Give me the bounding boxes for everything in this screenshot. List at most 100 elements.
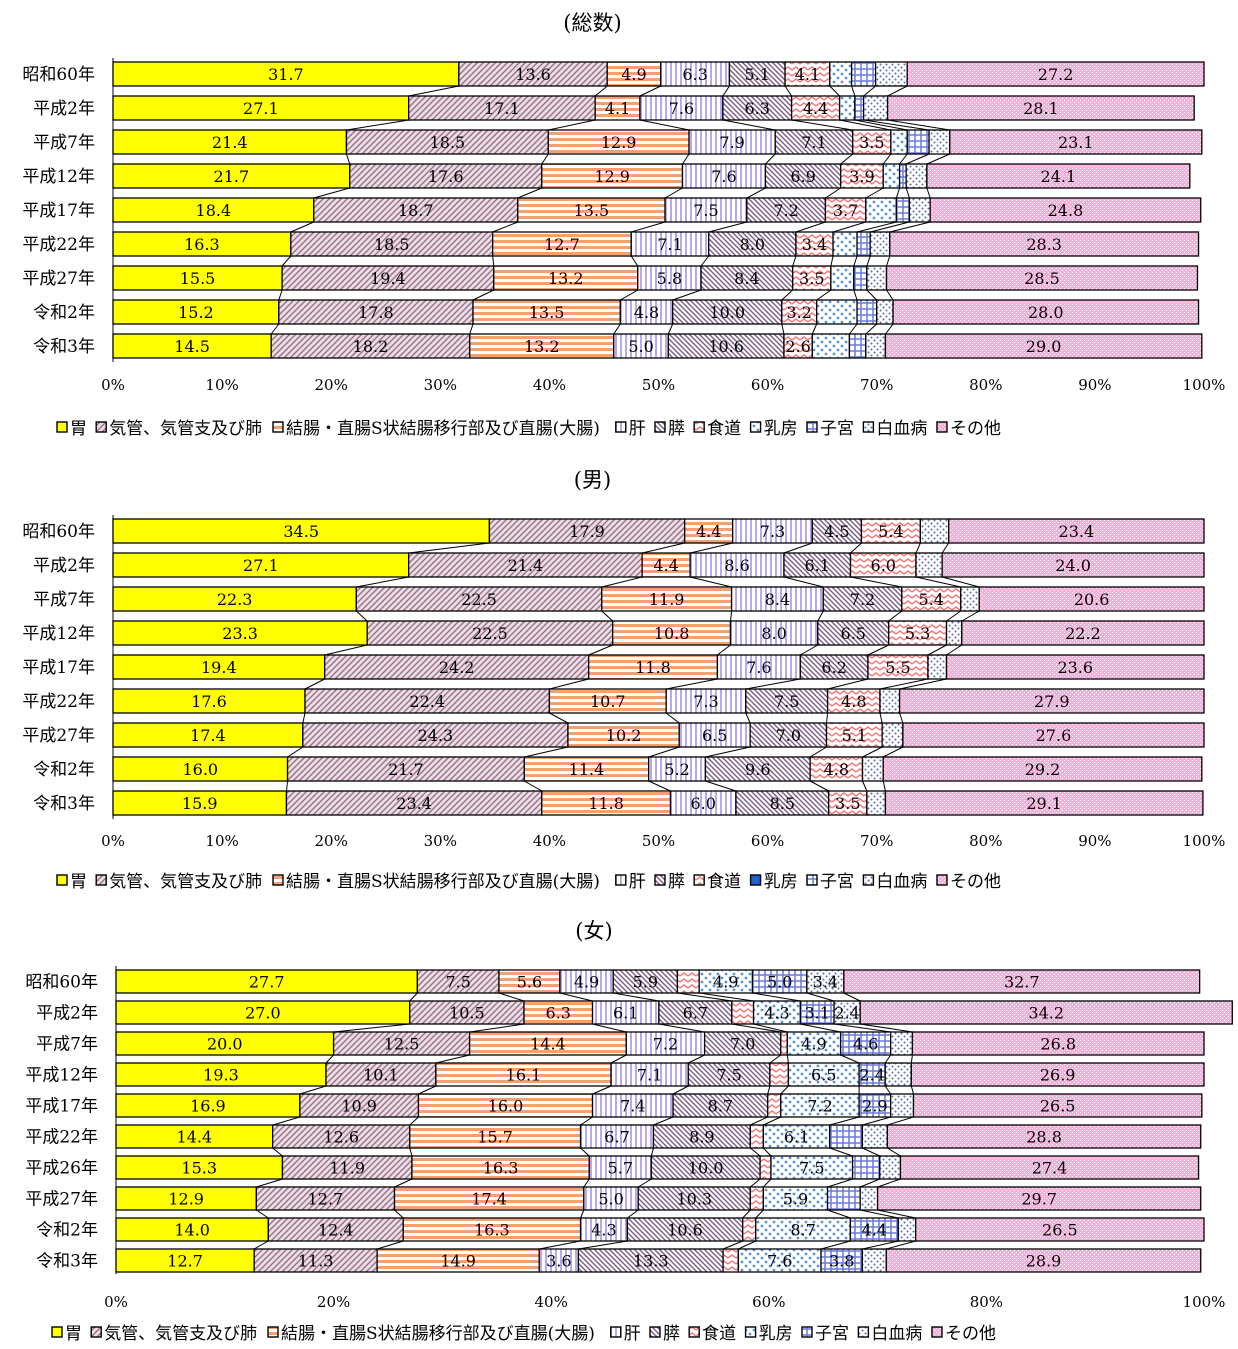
connector-line [742, 1209, 751, 1219]
connector-line [862, 780, 868, 792]
connector-line [780, 1085, 789, 1095]
bar-segment-colon [492, 231, 632, 257]
connector-line [610, 1054, 627, 1064]
connector-line [722, 85, 730, 97]
connector-line [637, 1178, 652, 1188]
bar-segment-pancreas [700, 265, 794, 291]
data-label: 24.3 [418, 726, 454, 745]
data-label: 29.7 [1021, 1190, 1057, 1209]
bar-segment-liver [639, 95, 724, 121]
connector-line [840, 1054, 860, 1064]
data-label: 18.2 [353, 337, 389, 356]
data-label: 29.1 [1026, 794, 1062, 813]
bar-segment-leukemia [866, 790, 887, 816]
bar-segment-other [898, 688, 1205, 714]
data-label: 27.0 [245, 1004, 281, 1023]
connector-line [886, 255, 891, 267]
x-tick-label: 20% [315, 832, 348, 850]
data-label: 9.6 [745, 760, 770, 779]
category-label: 平成17年 [22, 658, 95, 678]
bar-segment-uterus [895, 197, 911, 223]
data-label: 23.4 [1059, 522, 1095, 541]
data-label: 4.6 [853, 1035, 878, 1054]
connector-line [394, 1178, 413, 1188]
data-label: 4.9 [713, 973, 738, 992]
connector-line [843, 992, 861, 1002]
legend-label-colon: 結腸・直腸S状結腸移行部及び直腸(大腸) [286, 419, 600, 439]
data-label: 4.3 [764, 1004, 789, 1023]
data-label: 14.5 [174, 337, 210, 356]
connector-line [851, 85, 856, 97]
x-tick-label: 40% [535, 1293, 568, 1311]
connector-line [648, 746, 680, 758]
data-label: 5.0 [628, 337, 653, 356]
legend-swatch-pancreas [654, 421, 666, 433]
bar-segment-colon [606, 61, 662, 87]
connector-line [705, 780, 737, 792]
connector-line [825, 187, 841, 199]
bar-segment-stomach [112, 620, 368, 646]
connector-line [853, 255, 858, 267]
data-label: 28.5 [1024, 269, 1060, 288]
connector-line [865, 323, 878, 335]
legend-label-leukemia: 白血病 [876, 419, 927, 439]
bar-segment-colon [472, 299, 621, 325]
connector-line [346, 119, 409, 131]
connector-line [256, 1209, 269, 1219]
data-label: 27.4 [1032, 1159, 1068, 1178]
connector-line [580, 1209, 585, 1219]
connector-line [549, 678, 589, 690]
data-label: 5.1 [842, 726, 867, 745]
data-label: 28.0 [1028, 303, 1064, 322]
data-label: 5.2 [664, 760, 689, 779]
data-label: 17.4 [471, 1190, 507, 1209]
connector-line [800, 1023, 841, 1033]
bar-segment-pancreas [774, 129, 854, 155]
data-label: 3.4 [813, 973, 838, 992]
connector-line [699, 992, 754, 1002]
data-label: 16.0 [488, 1097, 524, 1116]
connector-line [910, 1054, 913, 1064]
data-label: 6.0 [871, 556, 896, 575]
data-label: 4.9 [574, 973, 599, 992]
connector-line [667, 323, 674, 335]
category-label: 平成2年 [33, 556, 95, 576]
connector-line [866, 255, 871, 267]
connector-line [664, 187, 683, 199]
data-label: 8.7 [708, 1097, 733, 1116]
category-label: 平成22年 [22, 235, 95, 255]
connector-line [942, 576, 980, 588]
x-tick-label: 10% [205, 376, 238, 394]
bar-segment-other [961, 620, 1205, 646]
data-label: 21.4 [508, 556, 544, 575]
data-label: 7.6 [746, 658, 771, 677]
connector-line [559, 992, 593, 1002]
connector-line [888, 610, 903, 622]
bar-segment-esophagus [783, 333, 813, 359]
data-label: 5.8 [657, 269, 682, 288]
data-label: 6.3 [682, 65, 707, 84]
data-label: 3.8 [829, 1252, 854, 1271]
bar-segment-stomach [112, 129, 348, 155]
data-label: 4.9 [801, 1035, 826, 1054]
connector-line [885, 323, 894, 335]
legend: 胃 気管、気管支及び肺 結腸・直腸S状結腸移行部及び直腸(大腸) 肝 膵 食道 乳房 子宮 白血… [56, 872, 1001, 892]
bar-segment-liver [648, 756, 707, 782]
bar-segment-liver [664, 197, 748, 223]
data-label: 27.7 [249, 973, 285, 992]
connector-line [840, 153, 854, 165]
connector-line [677, 992, 732, 1002]
legend-label-lung: 気管、気管支及び肺 [109, 419, 262, 439]
connector-line [750, 1116, 768, 1126]
data-label: 10.6 [667, 1221, 703, 1240]
bar-segment-stomach [112, 197, 315, 223]
bar-segment-other [899, 1155, 1200, 1180]
bar-segment-esophagus [867, 654, 929, 680]
legend-label-leukemia: 白血病 [876, 872, 927, 892]
bar-segment-leukemia [897, 1217, 917, 1242]
bar-segment-leukemia [915, 552, 943, 578]
chart-2: (男) 昭和60年 34.5 17.9 4.4 7.3 4.5 5.4 23.4 平成2年 27.1… [22, 468, 1225, 892]
connector-line [524, 780, 543, 792]
connector-line [738, 1240, 756, 1250]
connector-line [886, 1240, 916, 1250]
